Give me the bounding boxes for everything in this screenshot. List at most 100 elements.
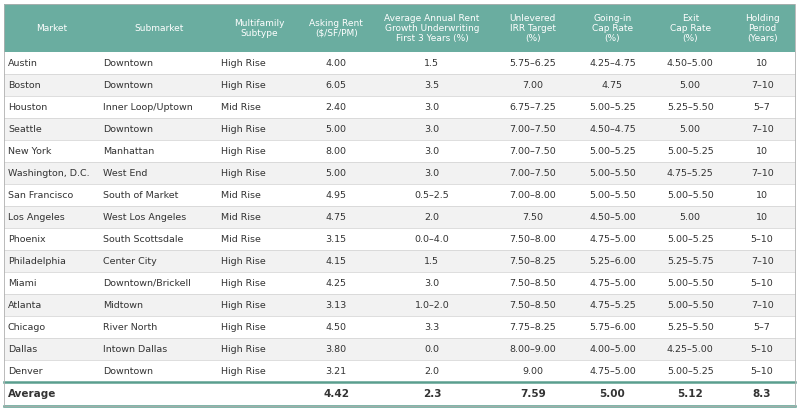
Text: 10: 10	[756, 59, 768, 68]
Text: 5.00: 5.00	[326, 169, 347, 177]
Text: 7–10: 7–10	[751, 124, 773, 133]
Text: 5.00: 5.00	[599, 389, 626, 399]
Text: 5.00–5.25: 5.00–5.25	[667, 366, 714, 376]
Text: Phoenix: Phoenix	[8, 235, 46, 244]
Text: 6.05: 6.05	[326, 81, 347, 90]
Text: 7–10: 7–10	[751, 169, 773, 177]
Text: 4.00–5.00: 4.00–5.00	[589, 345, 636, 354]
Text: 3.3: 3.3	[424, 323, 439, 332]
Text: 3.13: 3.13	[325, 301, 347, 310]
Text: High Rise: High Rise	[221, 345, 265, 354]
Bar	[4, 74, 795, 96]
Text: 4.50–4.75: 4.50–4.75	[589, 124, 636, 133]
Text: 2.3: 2.3	[423, 389, 441, 399]
Text: 7–10: 7–10	[751, 257, 773, 266]
Text: South of Market: South of Market	[103, 191, 178, 200]
Text: 8.00: 8.00	[326, 146, 347, 155]
Text: Atlanta: Atlanta	[8, 301, 42, 310]
Text: Los Angeles: Los Angeles	[8, 213, 65, 222]
Bar	[4, 382, 795, 406]
Text: 1.5: 1.5	[424, 59, 439, 68]
Text: 7.00–7.50: 7.00–7.50	[509, 146, 556, 155]
Text: High Rise: High Rise	[221, 366, 265, 376]
Text: High Rise: High Rise	[221, 146, 265, 155]
Text: Manhattan: Manhattan	[103, 146, 154, 155]
Text: 4.25–5.00: 4.25–5.00	[667, 345, 714, 354]
Text: 0.0: 0.0	[424, 345, 439, 354]
Text: Submarket: Submarket	[134, 24, 183, 33]
Bar	[4, 52, 795, 74]
Text: 5.00: 5.00	[680, 213, 701, 222]
Bar	[4, 206, 795, 228]
Text: 4.75–5.00: 4.75–5.00	[589, 366, 636, 376]
Text: 5–7: 5–7	[753, 323, 770, 332]
Text: Mid Rise: Mid Rise	[221, 102, 260, 111]
Text: 6.75–7.25: 6.75–7.25	[509, 102, 556, 111]
Text: 5.00–5.25: 5.00–5.25	[589, 146, 636, 155]
Text: 5–7: 5–7	[753, 102, 770, 111]
Text: Holding
Period
(Years): Holding Period (Years)	[745, 13, 780, 42]
Text: Boston: Boston	[8, 81, 41, 90]
Text: Austin: Austin	[8, 59, 38, 68]
Text: Multifamily
Subtype: Multifamily Subtype	[234, 18, 284, 38]
Text: Market: Market	[36, 24, 67, 33]
Text: 2.0: 2.0	[424, 213, 439, 222]
Text: 3.0: 3.0	[424, 169, 439, 177]
Text: River North: River North	[103, 323, 157, 332]
Bar	[4, 360, 795, 382]
Text: High Rise: High Rise	[221, 59, 265, 68]
Text: Average Annual Rent
Growth Underwriting
First 3 Years (%): Average Annual Rent Growth Underwriting …	[384, 13, 479, 42]
Text: 7.00: 7.00	[523, 81, 543, 90]
Text: South Scottsdale: South Scottsdale	[103, 235, 183, 244]
Text: Asking Rent
($/SF/PM): Asking Rent ($/SF/PM)	[309, 18, 363, 38]
Text: Average: Average	[8, 389, 57, 399]
Text: 2.0: 2.0	[424, 366, 439, 376]
Text: 7–10: 7–10	[751, 81, 773, 90]
Text: Chicago: Chicago	[8, 323, 46, 332]
Text: 4.75–5.00: 4.75–5.00	[589, 279, 636, 288]
Text: 5–10: 5–10	[751, 366, 773, 376]
Text: 5.00–5.50: 5.00–5.50	[589, 169, 636, 177]
Text: 3.0: 3.0	[424, 102, 439, 111]
Text: 1.0–2.0: 1.0–2.0	[415, 301, 449, 310]
Bar	[4, 118, 795, 140]
Text: 4.75: 4.75	[602, 81, 623, 90]
Text: Unlevered
IRR Target
(%): Unlevered IRR Target (%)	[510, 13, 556, 42]
Text: Mid Rise: Mid Rise	[221, 213, 260, 222]
Text: 5.25–5.75: 5.25–5.75	[667, 257, 714, 266]
Text: 7.50–8.50: 7.50–8.50	[509, 301, 556, 310]
Text: 5–10: 5–10	[751, 235, 773, 244]
Text: 10: 10	[756, 146, 768, 155]
Text: 7.50: 7.50	[523, 213, 543, 222]
Text: High Rise: High Rise	[221, 169, 265, 177]
Text: 5–10: 5–10	[751, 279, 773, 288]
Text: 4.50–5.00: 4.50–5.00	[589, 213, 636, 222]
Text: 2.40: 2.40	[326, 102, 347, 111]
Text: High Rise: High Rise	[221, 81, 265, 90]
Text: 5.00: 5.00	[326, 124, 347, 133]
Text: 4.75–5.25: 4.75–5.25	[589, 301, 636, 310]
Text: 5.00: 5.00	[680, 81, 701, 90]
Bar	[4, 316, 795, 338]
Text: New York: New York	[8, 146, 51, 155]
Text: 7.00–7.50: 7.00–7.50	[509, 169, 556, 177]
Text: Mid Rise: Mid Rise	[221, 235, 260, 244]
Text: 0.0–4.0: 0.0–4.0	[415, 235, 449, 244]
Text: 5.75–6.25: 5.75–6.25	[509, 59, 556, 68]
Bar	[4, 228, 795, 250]
Text: 4.00: 4.00	[326, 59, 347, 68]
Text: 5.12: 5.12	[678, 389, 703, 399]
Text: 4.42: 4.42	[323, 389, 349, 399]
Text: 5.00–5.25: 5.00–5.25	[667, 235, 714, 244]
Text: Center City: Center City	[103, 257, 157, 266]
Text: Midtown: Midtown	[103, 301, 143, 310]
Text: Downtown: Downtown	[103, 124, 153, 133]
Text: 5.00–5.25: 5.00–5.25	[589, 102, 636, 111]
Text: High Rise: High Rise	[221, 323, 265, 332]
Text: Downtown/Brickell: Downtown/Brickell	[103, 279, 190, 288]
Text: Downtown: Downtown	[103, 59, 153, 68]
Text: 7.00–8.00: 7.00–8.00	[509, 191, 556, 200]
Text: High Rise: High Rise	[221, 257, 265, 266]
Text: 3.0: 3.0	[424, 124, 439, 133]
Text: 4.25: 4.25	[326, 279, 347, 288]
